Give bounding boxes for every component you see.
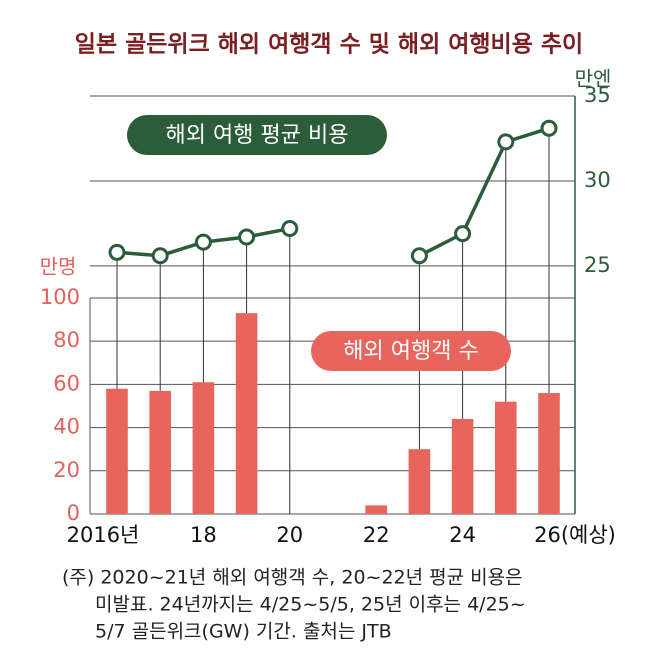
bar [408, 449, 431, 514]
line-marker [281, 220, 299, 238]
line-marker [238, 228, 256, 246]
footnote: (주) 2020~21년 해외 여행객 수, 20~22년 평균 비용은 [62, 567, 523, 589]
footnote: 5/7 골든위크(GW) 기간. 출처는 JTB [95, 621, 392, 643]
y-axis-unit: 만명 [40, 255, 77, 279]
line-marker [540, 119, 558, 137]
series-label-bg [127, 115, 387, 155]
y-tick-label: 20 [53, 458, 80, 482]
line-marker [151, 247, 169, 265]
y2-axis-unit: 만엔 [575, 67, 612, 91]
legend-label: 해외 여행객 수 [343, 339, 478, 364]
bar [106, 388, 128, 514]
line-marker [194, 233, 212, 251]
footnote: 미발표. 24년까지는 4/25~5/5, 25년 이후는 4/25~ [95, 594, 526, 616]
x-tick-label: 22 [363, 523, 390, 547]
y-tick-label: 80 [53, 328, 80, 352]
x-tick-label: 2016년 [67, 523, 140, 547]
x-tick-label: 18 [190, 523, 217, 547]
line-marker [410, 247, 428, 265]
line-marker [454, 225, 472, 243]
line-marker [108, 243, 126, 261]
chart-title: 일본 골든위크 해외 여행객 수 및 해외 여행비용 추이 [75, 32, 583, 58]
bar [192, 382, 215, 514]
legend-label: 해외 여행 평균 비용 [166, 123, 349, 148]
bar [365, 505, 387, 514]
y-tick-label: 0 [67, 501, 80, 525]
bar [149, 390, 171, 514]
x-tick-label: 26(예상) [534, 523, 616, 547]
bar [495, 401, 517, 514]
y2-tick-label: 35 [584, 83, 611, 107]
bar [538, 393, 560, 514]
series-label-bg [311, 331, 511, 371]
bar [451, 418, 474, 514]
y2-tick-label: 25 [584, 253, 611, 277]
bar [235, 313, 258, 514]
y-tick-label: 100 [40, 285, 80, 309]
y2-tick-label: 30 [584, 168, 611, 192]
y-tick-label: 40 [53, 415, 80, 439]
line-marker [497, 133, 515, 151]
y-tick-label: 60 [53, 371, 80, 395]
x-tick-label: 24 [449, 523, 476, 547]
x-tick-label: 20 [276, 523, 303, 547]
